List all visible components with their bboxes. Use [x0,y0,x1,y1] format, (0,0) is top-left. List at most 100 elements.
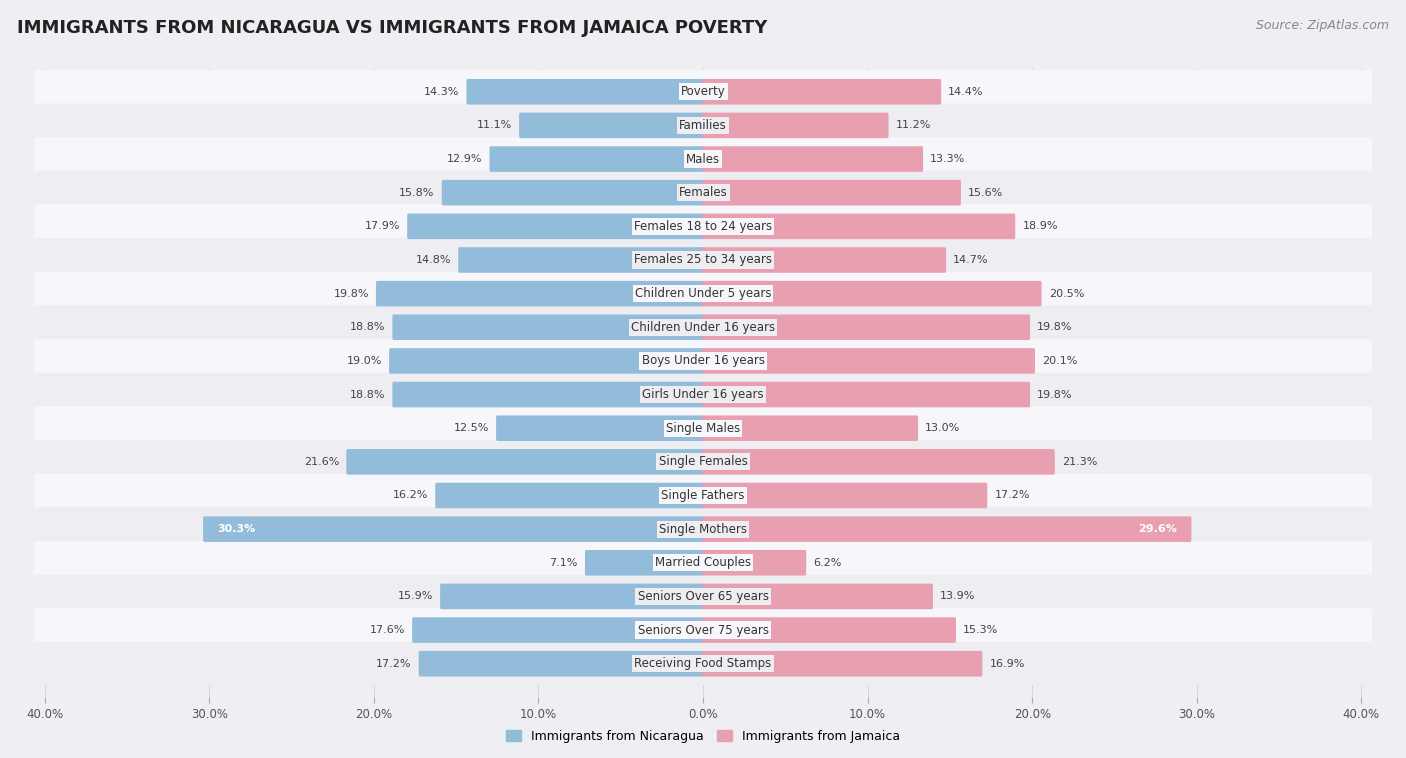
Text: 21.6%: 21.6% [304,457,339,467]
Text: 20.5%: 20.5% [1049,289,1084,299]
Text: Single Males: Single Males [666,421,740,434]
Legend: Immigrants from Nicaragua, Immigrants from Jamaica: Immigrants from Nicaragua, Immigrants fr… [502,725,904,747]
Text: Children Under 16 years: Children Under 16 years [631,321,775,334]
FancyBboxPatch shape [519,113,704,138]
FancyBboxPatch shape [585,550,704,575]
FancyBboxPatch shape [34,608,1372,652]
FancyBboxPatch shape [34,339,1372,383]
FancyBboxPatch shape [392,315,704,340]
Text: 19.0%: 19.0% [347,356,382,366]
FancyBboxPatch shape [202,516,704,542]
Text: 14.8%: 14.8% [416,255,451,265]
FancyBboxPatch shape [408,214,704,239]
Text: Females: Females [679,186,727,199]
Text: 29.6%: 29.6% [1139,524,1177,534]
FancyBboxPatch shape [34,507,1372,551]
FancyBboxPatch shape [34,642,1372,685]
FancyBboxPatch shape [702,382,1031,407]
Text: 21.3%: 21.3% [1062,457,1097,467]
FancyBboxPatch shape [419,651,704,676]
Text: Single Mothers: Single Mothers [659,522,747,536]
Text: 18.9%: 18.9% [1022,221,1057,231]
Text: 14.4%: 14.4% [948,86,984,97]
FancyBboxPatch shape [392,382,704,407]
FancyBboxPatch shape [702,651,983,676]
Text: 7.1%: 7.1% [550,558,578,568]
FancyBboxPatch shape [440,584,704,609]
FancyBboxPatch shape [467,79,704,105]
FancyBboxPatch shape [702,584,934,609]
Text: 13.9%: 13.9% [941,591,976,601]
Text: 17.9%: 17.9% [364,221,401,231]
Text: 12.5%: 12.5% [454,423,489,434]
FancyBboxPatch shape [412,617,704,643]
FancyBboxPatch shape [489,146,704,172]
Text: 15.9%: 15.9% [398,591,433,601]
Text: 12.9%: 12.9% [447,154,482,164]
Text: 14.3%: 14.3% [425,86,460,97]
Text: Poverty: Poverty [681,85,725,99]
FancyBboxPatch shape [702,449,1054,475]
FancyBboxPatch shape [375,281,704,306]
FancyBboxPatch shape [702,550,806,575]
FancyBboxPatch shape [34,104,1372,147]
FancyBboxPatch shape [34,205,1372,248]
Text: Seniors Over 65 years: Seniors Over 65 years [637,590,769,603]
FancyBboxPatch shape [458,247,704,273]
FancyBboxPatch shape [496,415,704,441]
FancyBboxPatch shape [436,483,704,509]
Text: 16.9%: 16.9% [990,659,1025,669]
FancyBboxPatch shape [34,474,1372,518]
FancyBboxPatch shape [34,272,1372,315]
Text: Single Females: Single Females [658,456,748,468]
FancyBboxPatch shape [702,415,918,441]
Text: Girls Under 16 years: Girls Under 16 years [643,388,763,401]
FancyBboxPatch shape [702,113,889,138]
FancyBboxPatch shape [702,281,1042,306]
Text: Married Couples: Married Couples [655,556,751,569]
FancyBboxPatch shape [702,315,1031,340]
Text: 20.1%: 20.1% [1042,356,1077,366]
Text: 11.2%: 11.2% [896,121,931,130]
FancyBboxPatch shape [34,137,1372,181]
FancyBboxPatch shape [34,373,1372,416]
Text: 19.8%: 19.8% [1038,322,1073,332]
Text: Source: ZipAtlas.com: Source: ZipAtlas.com [1256,19,1389,32]
Text: Boys Under 16 years: Boys Under 16 years [641,355,765,368]
FancyBboxPatch shape [34,440,1372,484]
Text: 15.6%: 15.6% [967,188,1004,198]
Text: Females 18 to 24 years: Females 18 to 24 years [634,220,772,233]
FancyBboxPatch shape [389,348,704,374]
FancyBboxPatch shape [34,541,1372,584]
Text: 19.8%: 19.8% [333,289,368,299]
Text: Seniors Over 75 years: Seniors Over 75 years [637,624,769,637]
Text: 11.1%: 11.1% [477,121,512,130]
FancyBboxPatch shape [702,617,956,643]
Text: 18.8%: 18.8% [350,390,385,399]
FancyBboxPatch shape [34,305,1372,349]
Text: Females 25 to 34 years: Females 25 to 34 years [634,253,772,267]
Text: Single Fathers: Single Fathers [661,489,745,502]
FancyBboxPatch shape [702,247,946,273]
FancyBboxPatch shape [702,348,1035,374]
Text: 18.8%: 18.8% [350,322,385,332]
FancyBboxPatch shape [346,449,704,475]
Text: 30.3%: 30.3% [218,524,256,534]
Text: 17.2%: 17.2% [994,490,1029,500]
Text: Families: Families [679,119,727,132]
FancyBboxPatch shape [34,406,1372,450]
FancyBboxPatch shape [34,70,1372,114]
FancyBboxPatch shape [702,516,1191,542]
FancyBboxPatch shape [702,180,960,205]
Text: Receiving Food Stamps: Receiving Food Stamps [634,657,772,670]
Text: 13.0%: 13.0% [925,423,960,434]
Text: 17.6%: 17.6% [370,625,405,635]
Text: 15.8%: 15.8% [399,188,434,198]
Text: IMMIGRANTS FROM NICARAGUA VS IMMIGRANTS FROM JAMAICA POVERTY: IMMIGRANTS FROM NICARAGUA VS IMMIGRANTS … [17,19,768,37]
FancyBboxPatch shape [702,79,941,105]
Text: 16.2%: 16.2% [392,490,427,500]
Text: 17.2%: 17.2% [377,659,412,669]
FancyBboxPatch shape [702,214,1015,239]
FancyBboxPatch shape [34,575,1372,619]
FancyBboxPatch shape [34,171,1372,215]
